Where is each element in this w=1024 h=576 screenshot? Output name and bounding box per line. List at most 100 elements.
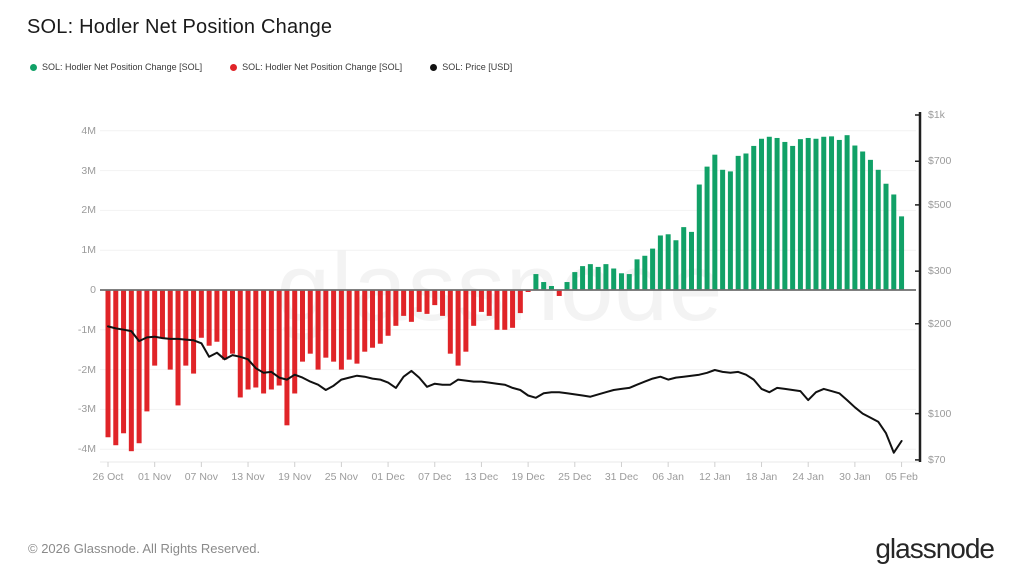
net-position-bar [393,290,399,326]
net-position-bar [860,151,866,290]
net-position-bar [198,290,204,338]
net-position-bar [401,290,407,316]
net-position-bar [183,290,189,366]
net-position-bar [424,290,430,314]
net-position-bar [136,290,142,444]
x-axis-tick-label: 01 Nov [138,471,172,483]
net-position-bar [867,159,873,290]
net-position-bar [284,290,290,426]
chart-legend: SOL: Hodler Net Position Change [SOL] SOL… [30,62,512,72]
net-position-bar [478,290,484,312]
price-line [107,325,903,454]
net-position-bar [556,290,562,296]
net-position-bar [214,290,220,342]
x-axis-tick-label: 13 Dec [464,471,499,483]
net-position-bar [447,290,453,354]
net-position-bar [276,290,282,386]
net-position-bar [525,290,531,292]
net-position-bar [517,290,523,314]
net-position-bar [471,290,477,326]
net-position-bar [595,266,601,290]
legend-dot-icon [230,63,238,71]
legend-item-1[interactable]: SOL: Hodler Net Position Change [SOL] [230,62,402,72]
net-position-bar [899,216,905,290]
net-position-bar [813,138,819,290]
net-position-bar [774,137,780,290]
net-position-bar [253,290,259,388]
right-axis-tick-label: $500 [928,198,952,211]
net-position-bar [618,273,624,290]
net-position-bar [486,290,492,316]
right-axis-tick-label: $200 [928,317,952,330]
net-position-bar [370,290,376,348]
net-position-bar [821,136,827,290]
net-position-bar [510,290,516,328]
x-axis-tick-label: 30 Jan [839,471,871,483]
net-position-bar [665,234,671,290]
net-position-bar [681,227,687,290]
legend-item-2[interactable]: SOL: Price [USD] [430,62,512,72]
right-axis-labels: $1k $700 $500 $300 $200 $100 $70 [928,0,1018,576]
net-position-bar [245,290,251,390]
net-position-bar [105,290,111,438]
net-position-bar [673,240,679,290]
x-axis-tick-label: 25 Dec [558,471,592,483]
x-axis-tick-label: 18 Jan [745,471,778,483]
net-position-bar [704,166,710,290]
net-position-bar [657,235,663,290]
net-position-bar [432,290,438,306]
net-position-bar [346,290,352,360]
net-position-bar [113,290,119,446]
net-position-bar [634,259,640,290]
net-position-bar [144,290,150,412]
net-position-bar [268,290,274,390]
net-position-bar [844,135,850,290]
x-axis-tick-label: 06 Jan [652,471,684,483]
net-position-bar [852,145,858,290]
net-position-bar [766,136,772,290]
net-position-bar [237,290,243,398]
net-position-bar [611,268,617,290]
net-position-bar [712,154,718,290]
x-axis-tick-label: 07 Nov [184,471,218,483]
x-axis-tick-label: 31 Dec [604,471,639,483]
net-position-bar [564,282,570,290]
net-position-bar [362,290,368,352]
left-axis-tick-label: 4M [81,124,96,137]
net-position-bar [331,290,337,362]
right-axis-tick-label: $300 [928,265,952,278]
net-position-bar [494,290,500,330]
net-position-bar [377,290,383,344]
net-position-bar [152,290,158,366]
net-position-bar [696,184,702,290]
x-axis-tick-label: 19 Dec [511,471,545,483]
net-position-bar [229,290,235,354]
left-axis-tick-label: 3M [81,164,96,177]
net-position-bar [829,136,835,290]
net-position-bar [689,231,694,290]
net-position-bar [883,183,889,290]
right-axis-tick-label: $1k [928,109,945,121]
net-position-bar [300,290,305,362]
net-position-bar [805,137,811,290]
x-axis-tick-label: 24 Jan [792,471,824,483]
x-axis-tick-label: 12 Jan [699,471,731,483]
net-position-bar [650,248,656,290]
legend-item-0[interactable]: SOL: Hodler Net Position Change [SOL] [30,62,202,72]
net-position-bar [541,282,547,290]
x-axis-tick-label: 07 Dec [418,471,452,483]
net-position-bar [307,290,313,354]
net-position-bar [548,286,554,290]
glassnode-logo: glassnode [875,533,995,564]
page-title: SOL: Hodler Net Position Change [27,16,333,38]
net-position-bar [175,290,181,406]
net-position-bar [759,138,765,290]
right-axis-tick-label: $700 [928,155,952,168]
left-axis-tick-label: 2M [81,204,96,217]
net-position-bar [875,169,881,290]
net-position-bar [735,155,741,290]
net-position-bar [782,141,788,290]
net-position-bar [836,139,842,290]
net-position-bar [587,264,593,290]
